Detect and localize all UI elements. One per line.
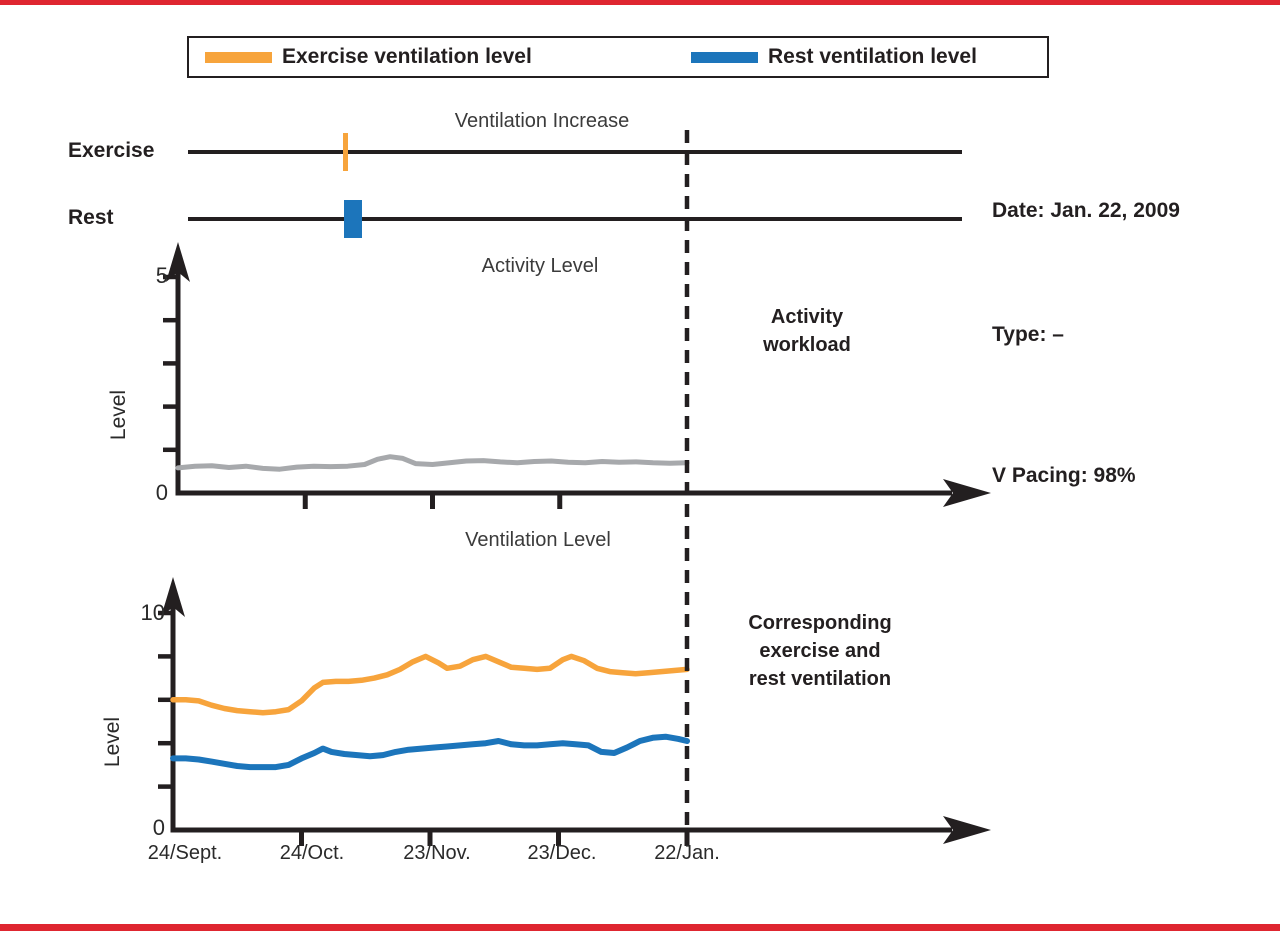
ventilation-y-max-label: 10	[140, 600, 165, 625]
activity-y-axis-title: Level	[107, 389, 130, 441]
x-tick-label-jan: 22/Jan.	[654, 842, 720, 864]
x-tick-label-nov: 23/Nov.	[403, 842, 471, 864]
activity-workload-line	[175, 454, 690, 472]
x-tick-label-oct: 24/Oct.	[279, 842, 345, 864]
rest-increase-marker	[344, 200, 362, 238]
legend-box: Exercise ventilation level Rest ventilat…	[187, 36, 1049, 78]
rest-timeline-label: Rest	[68, 206, 114, 229]
legend-rest-label: Rest ventilation level	[768, 45, 977, 68]
type-annotation: Type: –	[992, 323, 1064, 346]
x-tick-label-dec: 23/Dec.	[527, 842, 597, 864]
exercise-swatch	[205, 51, 272, 63]
exercise-timeline-label: Exercise	[68, 139, 155, 162]
x-tick-label-sept: 24/Sept.	[147, 842, 223, 864]
activity-workload-annotation: Activity workload	[763, 306, 851, 356]
legend-item-exercise: Exercise ventilation level	[205, 38, 532, 76]
exercise-increase-marker	[343, 133, 348, 171]
legend-exercise-label: Exercise ventilation level	[282, 45, 532, 68]
v-pacing-annotation: V Pacing: 98%	[992, 464, 1136, 487]
ventilation-chart-title: Ventilation Level	[465, 529, 611, 551]
bottom-red-bar	[0, 924, 1280, 931]
top-red-bar	[0, 0, 1280, 5]
legend-item-rest: Rest ventilation level	[691, 38, 977, 76]
ventilation-y-min-label: 0	[152, 815, 165, 840]
exercise-timeline	[188, 150, 962, 154]
corresponding-ventilation-annotation: Corresponding exercise and rest ventilat…	[748, 612, 892, 690]
activity-chart-title: Activity Level	[481, 255, 599, 277]
rest-swatch	[691, 51, 758, 63]
activity-y-max-label: 5	[155, 263, 168, 288]
ventilation-increase-label: Ventilation Increase	[454, 110, 630, 132]
date-annotation: Date: Jan. 22, 2009	[992, 199, 1180, 222]
activity-y-min-label: 0	[155, 480, 168, 505]
ventilation-y-axis-title: Level	[101, 716, 124, 768]
rest-ventilation-level-line	[170, 733, 690, 771]
rest-timeline	[188, 217, 962, 221]
exercise-ventilation-level-line	[170, 653, 690, 716]
